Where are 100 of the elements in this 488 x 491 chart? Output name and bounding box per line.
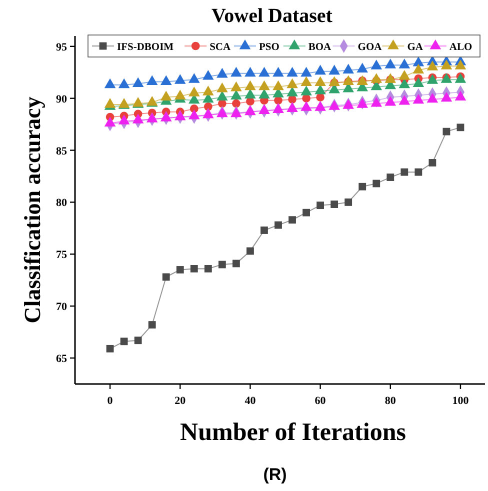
chart-title: Vowel Dataset: [212, 5, 333, 27]
point: [456, 124, 464, 132]
point: [414, 168, 422, 176]
point: [216, 82, 228, 92]
y-tick-label: 75: [56, 249, 68, 262]
y-axis-title: Classification accuracy: [20, 96, 45, 324]
point: [454, 60, 466, 70]
point: [232, 260, 240, 268]
point: [300, 76, 312, 86]
point: [134, 336, 142, 344]
point: [230, 107, 242, 118]
point: [302, 208, 310, 216]
point: [146, 112, 158, 122]
point: [244, 66, 256, 77]
point: [118, 114, 130, 124]
x-tick-label: 0: [107, 395, 114, 407]
point: [190, 264, 198, 272]
point: [106, 344, 114, 352]
y-tick-label: 70: [56, 301, 68, 314]
point: [174, 90, 186, 100]
point: [202, 70, 214, 80]
point: [300, 66, 312, 77]
point: [258, 80, 270, 90]
point: [412, 56, 424, 66]
x-tick-label: 40: [244, 395, 256, 407]
point: [260, 226, 268, 234]
x-axis-title: Number of Iterations: [180, 419, 406, 446]
point: [118, 78, 130, 88]
x-tick-label: 80: [384, 395, 396, 407]
point: [316, 202, 324, 210]
point: [216, 90, 228, 101]
y-tick-label: 80: [56, 197, 68, 210]
point: [384, 58, 396, 68]
point: [202, 86, 214, 96]
point: [286, 66, 298, 77]
point: [188, 86, 200, 96]
y-tick-label: 65: [56, 353, 68, 366]
point: [132, 114, 144, 124]
y-tick-label: 95: [56, 41, 68, 54]
point: [286, 102, 298, 112]
point: [440, 60, 452, 70]
point: [384, 96, 396, 106]
point: [188, 109, 200, 120]
legend-label: IFS-DBOIM: [117, 42, 174, 53]
point: [174, 110, 186, 120]
point: [356, 98, 368, 108]
point: [314, 64, 326, 75]
point: [272, 103, 284, 114]
legend-label: PSO: [259, 42, 280, 53]
point: [288, 216, 296, 224]
x-tick-label: 100: [452, 395, 470, 407]
point: [244, 80, 256, 90]
point: [412, 77, 424, 88]
legend-label: SCA: [210, 42, 232, 53]
point: [328, 100, 340, 110]
point: [412, 64, 424, 74]
point: [400, 168, 408, 176]
point: [426, 60, 438, 70]
point: [244, 88, 256, 98]
point: [258, 88, 270, 98]
legend-label: GA: [407, 42, 424, 53]
point: [216, 68, 228, 78]
point: [176, 266, 184, 274]
point: [314, 76, 326, 86]
point: [454, 90, 466, 101]
point: [230, 66, 242, 77]
point: [204, 264, 212, 272]
legend-label: ALO: [449, 42, 472, 53]
point: [398, 58, 410, 68]
point: [120, 338, 128, 346]
point: [272, 66, 284, 77]
point: [272, 80, 284, 90]
legend-label: GOA: [358, 42, 382, 53]
point: [314, 101, 326, 111]
point: [104, 116, 116, 127]
point: [370, 97, 382, 107]
point: [202, 108, 214, 118]
point: [258, 66, 270, 77]
point: [372, 180, 380, 188]
point: [370, 60, 382, 70]
point: [132, 77, 144, 88]
point: [442, 128, 450, 136]
point: [258, 104, 270, 114]
point: [246, 247, 254, 255]
point: [160, 75, 172, 85]
point: [174, 74, 186, 84]
point: [104, 78, 116, 88]
point: [398, 78, 410, 88]
point: [300, 86, 312, 96]
point: [344, 198, 352, 206]
x-tick-label: 60: [314, 395, 326, 407]
point: [232, 99, 240, 108]
point: [244, 105, 256, 116]
point: [342, 99, 354, 109]
point: [218, 260, 226, 268]
point: [188, 73, 200, 83]
y-tick-label: 90: [56, 93, 68, 106]
y-tick-label: 85: [56, 145, 68, 158]
point: [330, 200, 338, 208]
point: [428, 159, 436, 166]
